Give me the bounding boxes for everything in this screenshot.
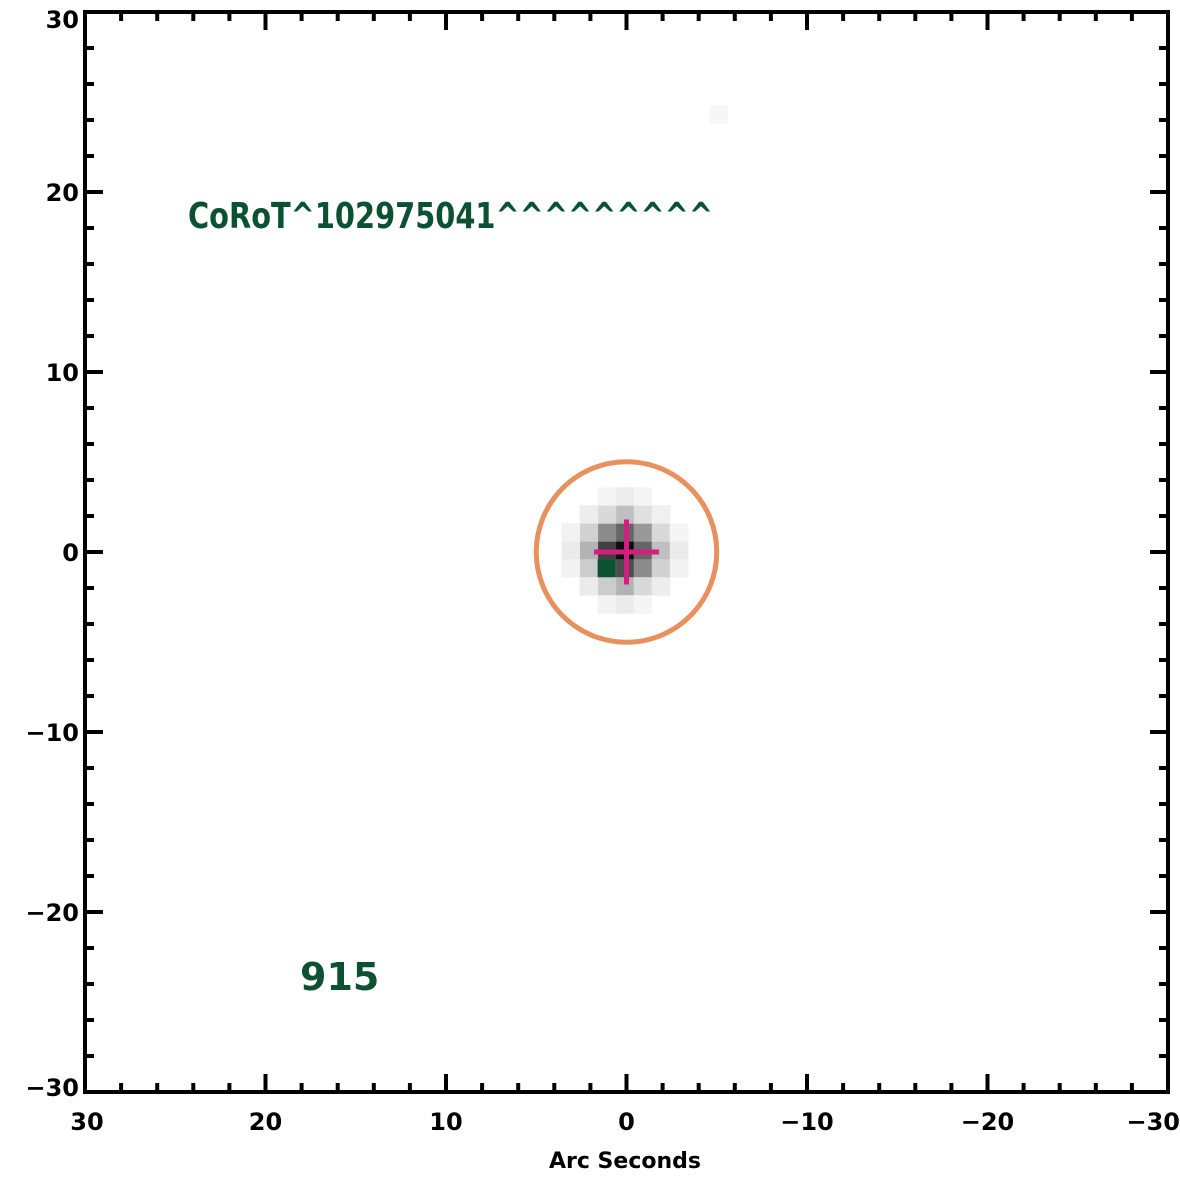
image-pixel bbox=[615, 487, 635, 506]
chart-marks bbox=[533, 459, 720, 645]
image-pixel bbox=[669, 523, 689, 542]
x-tick-label: 20 bbox=[249, 1108, 282, 1136]
image-pixel bbox=[579, 505, 599, 524]
image-pixel bbox=[597, 487, 617, 506]
image-pixel bbox=[651, 541, 671, 560]
x-tick-label: −20 bbox=[961, 1108, 1015, 1136]
image-pixel bbox=[669, 559, 689, 578]
star-id-label: CoRoT^102975041^^^^^^^^^ bbox=[188, 196, 713, 237]
image-pixel bbox=[633, 577, 653, 596]
image-pixel bbox=[651, 505, 671, 524]
frame-number-label: 915 bbox=[300, 955, 379, 999]
image-pixel bbox=[633, 559, 653, 578]
y-tick-label: 0 bbox=[62, 539, 79, 567]
image-pixel bbox=[579, 577, 599, 596]
y-tick-label: −30 bbox=[25, 1074, 79, 1102]
image-pixel bbox=[597, 577, 617, 596]
x-tick-label: 30 bbox=[70, 1108, 103, 1136]
x-tick-label: 0 bbox=[618, 1108, 635, 1136]
image-pixel bbox=[633, 523, 653, 542]
image-pixel bbox=[615, 595, 635, 614]
y-tick-label: 20 bbox=[46, 179, 79, 207]
image-pixel bbox=[597, 523, 617, 542]
image-pixel bbox=[615, 505, 635, 524]
image-pixel bbox=[561, 523, 581, 542]
aperture-circle bbox=[533, 459, 720, 645]
image-pixel bbox=[633, 505, 653, 524]
image-pixel bbox=[597, 505, 617, 524]
axis-ticks bbox=[83, 10, 1170, 1094]
x-tick-label: 10 bbox=[429, 1108, 462, 1136]
x-tick-label: −30 bbox=[1126, 1108, 1180, 1136]
image-pixel bbox=[633, 595, 653, 614]
image-pixel bbox=[615, 577, 635, 596]
image-pixel bbox=[709, 105, 729, 125]
tick-labels: 30 20 10 0 −10 −20 −30 30 20 10 0 −10 −20 −30 bbox=[25, 6, 1180, 1136]
image-pixel bbox=[579, 559, 599, 578]
y-tick-label: −20 bbox=[25, 899, 79, 927]
x-tick-label: −10 bbox=[780, 1108, 834, 1136]
y-tick-label: 30 bbox=[46, 6, 79, 34]
image-pixel bbox=[561, 559, 581, 578]
image-pixels bbox=[561, 105, 729, 614]
image-pixel bbox=[651, 523, 671, 542]
x-axis-label: Arc Seconds bbox=[549, 1149, 701, 1174]
image-pixel bbox=[579, 541, 599, 560]
image-pixel bbox=[597, 595, 617, 614]
marked-pixel bbox=[597, 559, 616, 578]
image-pixel bbox=[651, 559, 671, 578]
y-tick-label: 10 bbox=[46, 359, 79, 387]
image-pixel bbox=[651, 577, 671, 596]
y-tick-label: −10 bbox=[25, 719, 79, 747]
image-pixel bbox=[633, 487, 653, 506]
image-pixel bbox=[561, 541, 581, 560]
image-pixel bbox=[579, 523, 599, 542]
image-pixel bbox=[669, 541, 689, 560]
